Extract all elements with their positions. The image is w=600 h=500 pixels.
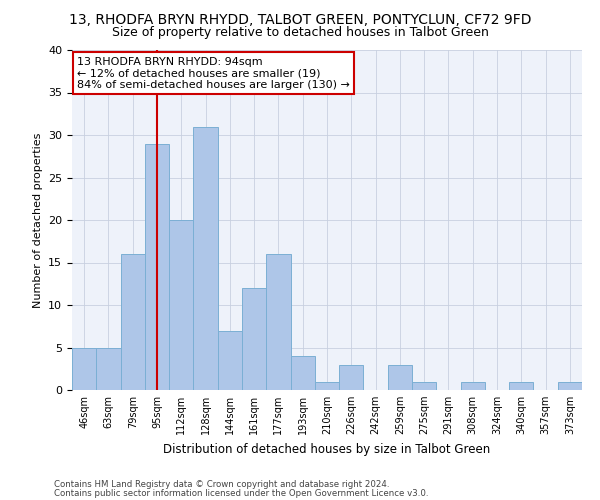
Bar — [388, 364, 412, 390]
X-axis label: Distribution of detached houses by size in Talbot Green: Distribution of detached houses by size … — [163, 442, 491, 456]
Bar — [218, 330, 242, 390]
Text: 13 RHODFA BRYN RHYDD: 94sqm
← 12% of detached houses are smaller (19)
84% of sem: 13 RHODFA BRYN RHYDD: 94sqm ← 12% of det… — [77, 57, 350, 90]
Bar — [121, 254, 145, 390]
Bar — [96, 348, 121, 390]
Text: Size of property relative to detached houses in Talbot Green: Size of property relative to detached ho… — [112, 26, 488, 39]
Bar — [509, 382, 533, 390]
Text: 13, RHODFA BRYN RHYDD, TALBOT GREEN, PONTYCLUN, CF72 9FD: 13, RHODFA BRYN RHYDD, TALBOT GREEN, PON… — [69, 12, 531, 26]
Bar — [461, 382, 485, 390]
Bar — [290, 356, 315, 390]
Bar — [242, 288, 266, 390]
Bar — [193, 126, 218, 390]
Text: Contains HM Land Registry data © Crown copyright and database right 2024.: Contains HM Land Registry data © Crown c… — [54, 480, 389, 489]
Bar — [339, 364, 364, 390]
Text: Contains public sector information licensed under the Open Government Licence v3: Contains public sector information licen… — [54, 489, 428, 498]
Bar — [266, 254, 290, 390]
Bar — [412, 382, 436, 390]
Bar — [169, 220, 193, 390]
Bar — [72, 348, 96, 390]
Bar — [558, 382, 582, 390]
Bar — [315, 382, 339, 390]
Bar — [145, 144, 169, 390]
Y-axis label: Number of detached properties: Number of detached properties — [32, 132, 43, 308]
